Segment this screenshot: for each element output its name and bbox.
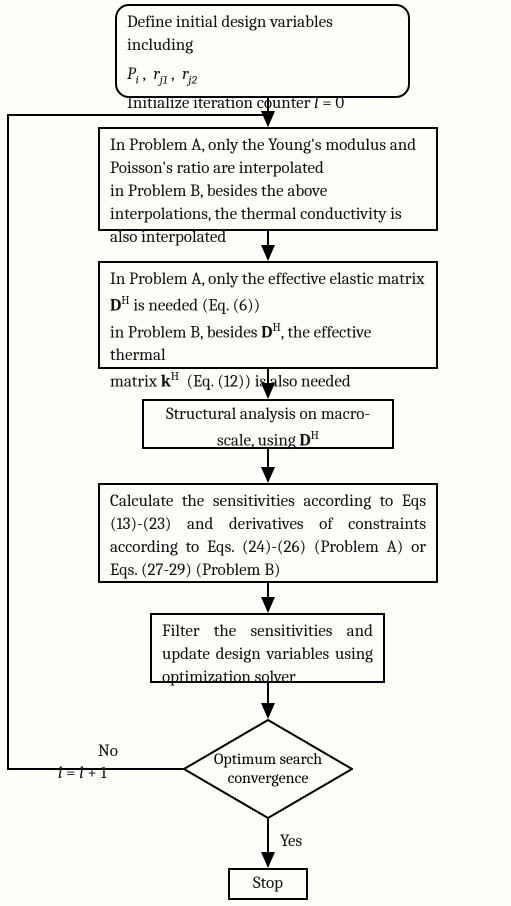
node-interp: In Problem A, only the Young's modulus a…: [98, 127, 438, 231]
sensitivities-text: Calculate the sensitivities according to…: [110, 492, 426, 580]
decision-text: Optimum search convergence: [183, 719, 353, 819]
node-effective: In Problem A, only the effective elastic…: [98, 261, 438, 369]
start-line1: Define initial design variables includin…: [127, 12, 398, 58]
effective-l1: In Problem A, only the effective elastic…: [110, 269, 426, 292]
structural-l1: Structural analysis on macro-: [154, 404, 382, 427]
node-filter: Filter the sensitivities and update desi…: [150, 613, 385, 683]
start-line3: Initialize iteration counter l = 0: [127, 93, 398, 116]
filter-text: Filter the sensitivities and update desi…: [162, 622, 373, 687]
label-yes: Yes: [280, 832, 302, 851]
label-no: No: [98, 742, 118, 761]
node-start: Define initial design variables includin…: [115, 4, 410, 98]
effective-l2: DH is needed (Eq. (6)): [110, 292, 426, 319]
node-decision: Optimum search convergence: [183, 719, 353, 819]
start-line2: Pi , rj1 , rj2: [127, 58, 398, 93]
node-sensitivities: Calculate the sensitivities according to…: [98, 483, 438, 583]
node-structural: Structural analysis on macro- scale, usi…: [142, 399, 394, 449]
stop-text: Stop: [253, 874, 283, 893]
label-loop-update: l = l + 1: [58, 764, 107, 783]
structural-l2: scale, using DH: [154, 427, 382, 454]
effective-l3: in Problem B, besides DH, the effective …: [110, 319, 426, 369]
interp-text: In Problem A, only the Young's modulus a…: [110, 136, 416, 247]
effective-l4: matrix kH (Eq. (12)) is also needed: [110, 368, 426, 395]
node-stop: Stop: [228, 868, 308, 900]
